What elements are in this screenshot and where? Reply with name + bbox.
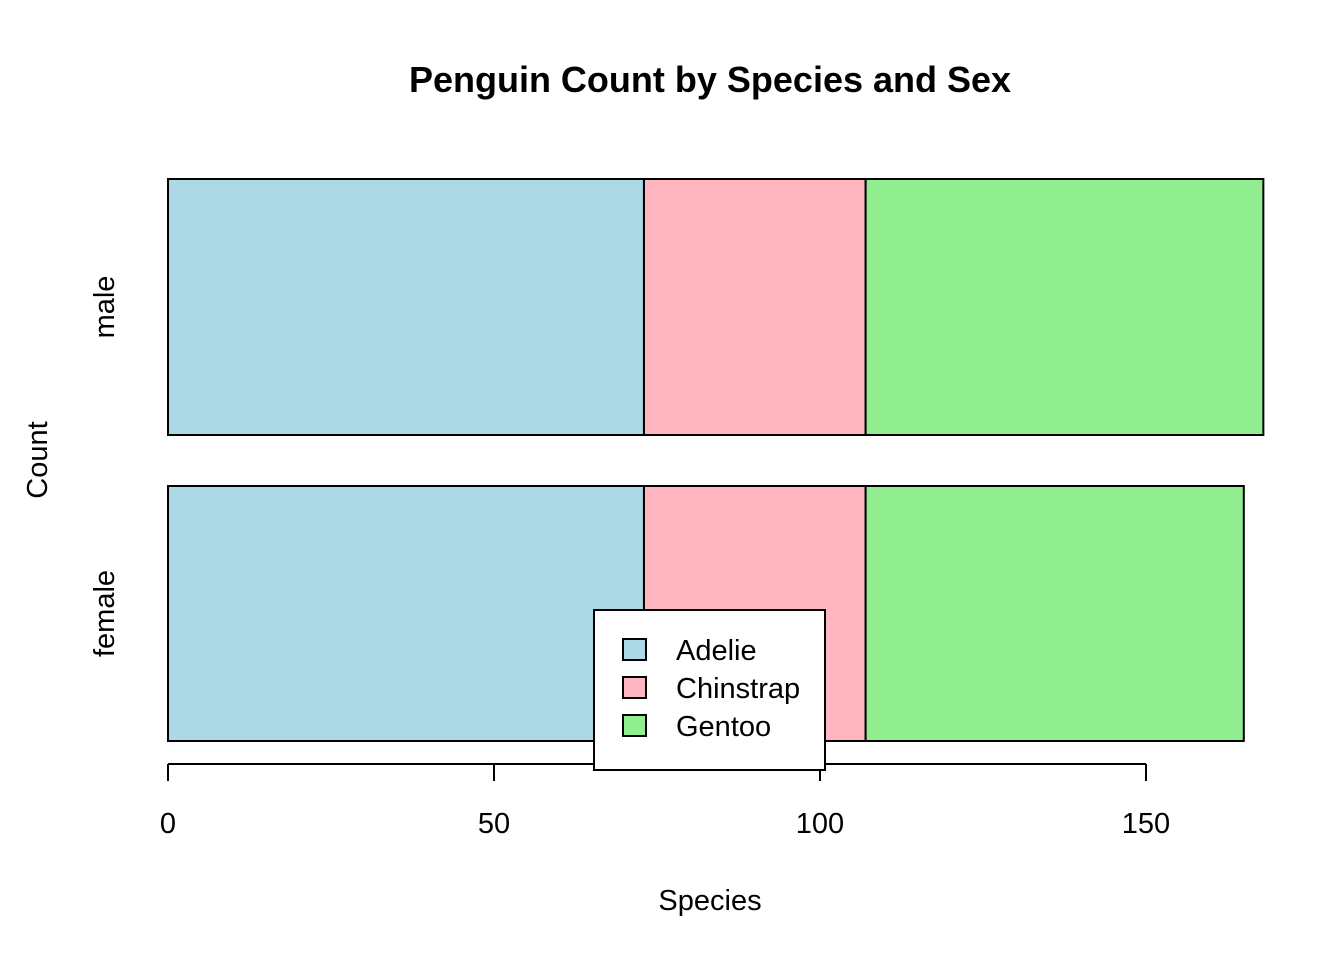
x-tick-label-150: 150	[1122, 808, 1170, 840]
legend-swatch-adelie	[622, 638, 647, 661]
legend-swatch-chinstrap	[622, 676, 647, 699]
legend: Adelie Chinstrap Gentoo	[593, 609, 826, 771]
x-tick-label-100: 100	[796, 808, 844, 840]
legend-label-adelie: Adelie	[676, 635, 757, 667]
bar-gentoo-female	[864, 485, 1245, 742]
x-tick-label-0: 0	[160, 808, 176, 840]
y-tick-labels: female male	[89, 276, 121, 657]
x-tick-label-50: 50	[478, 808, 510, 840]
bar-adelie-female	[167, 485, 645, 742]
y-tick-label-female: female	[89, 570, 121, 657]
bar-gentoo-male	[864, 178, 1265, 436]
y-axis-label: Count	[22, 421, 54, 498]
y-tick-label-male: male	[89, 276, 121, 339]
x-axis-label: Species	[658, 885, 761, 917]
bar-adelie-male	[167, 178, 645, 436]
bar-chinstrap-male	[642, 178, 867, 436]
legend-label-gentoo: Gentoo	[676, 711, 771, 743]
chart-title: Penguin Count by Species and Sex	[409, 59, 1011, 100]
x-axis: 0 50 100 150	[160, 763, 1170, 840]
legend-swatch-gentoo	[622, 714, 647, 737]
legend-label-chinstrap: Chinstrap	[676, 673, 800, 705]
